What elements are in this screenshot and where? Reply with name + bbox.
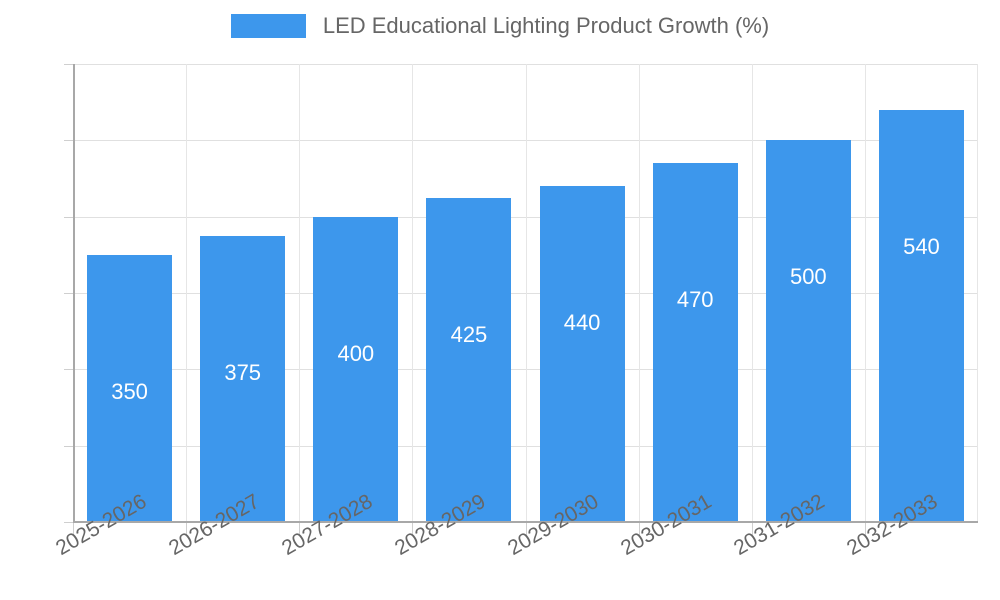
x-axis-tick-mark — [73, 523, 74, 535]
bar-value-label: 540 — [903, 233, 940, 259]
y-axis-tick-mark — [64, 216, 73, 218]
x-axis-tick-mark — [526, 523, 527, 535]
x-axis-tick-mark — [412, 523, 413, 535]
gridline-vertical — [299, 64, 300, 522]
x-axis-tick-mark — [299, 523, 300, 535]
gridline-horizontal — [73, 369, 978, 371]
gridline-vertical — [639, 64, 640, 522]
bar-value-label: 470 — [676, 287, 714, 313]
legend-label: LED Educational Lighting Product Growth … — [322, 13, 770, 38]
y-axis-tick-mark — [64, 369, 73, 371]
gridline-horizontal — [73, 140, 978, 142]
gridline-vertical — [977, 64, 978, 522]
gridline-horizontal — [73, 216, 978, 218]
y-axis-tick-mark — [64, 64, 73, 65]
gridline-vertical — [865, 64, 866, 522]
y-axis-tick-mark — [64, 293, 73, 294]
gridline-horizontal — [73, 445, 978, 447]
bar[interactable]: 440 — [539, 186, 625, 522]
bar-value-label: 400 — [337, 340, 375, 366]
x-axis-tick-mark — [865, 523, 866, 535]
bar-value-label: 350 — [111, 378, 148, 404]
chart-legend: LED Educational Lighting Product Growth … — [0, 14, 1000, 38]
bar-value-label: 375 — [224, 359, 262, 385]
gridline-vertical — [526, 64, 527, 522]
bar-value-label: 425 — [450, 321, 488, 347]
bar-value-label: 500 — [789, 264, 827, 290]
gridline-vertical — [752, 64, 753, 522]
y-axis-tick-mark — [64, 522, 73, 523]
bar-value-label: 440 — [563, 310, 601, 336]
gridline-vertical — [186, 64, 187, 522]
bar[interactable]: 540 — [878, 109, 964, 522]
bar[interactable]: 350 — [87, 254, 173, 522]
legend-color-swatch — [230, 14, 306, 38]
y-axis-tick-mark — [64, 140, 73, 142]
x-axis-line — [73, 521, 978, 523]
x-axis-tick-mark — [752, 523, 753, 535]
y-axis-line — [73, 64, 75, 523]
bar[interactable]: 425 — [426, 197, 512, 522]
plot-area: 350 375 400 425 440 470 500 540 — [73, 64, 978, 523]
bar[interactable]: 500 — [765, 140, 851, 522]
y-axis-tick-mark — [64, 445, 73, 447]
gridline-horizontal — [73, 64, 978, 65]
gridline-vertical — [412, 64, 413, 522]
bar[interactable]: 375 — [200, 235, 286, 522]
bar[interactable]: 470 — [652, 163, 738, 522]
bar[interactable]: 400 — [313, 216, 399, 522]
x-axis-tick-mark — [186, 523, 187, 535]
gridline-horizontal — [73, 293, 978, 294]
x-axis-tick-mark — [639, 523, 640, 535]
